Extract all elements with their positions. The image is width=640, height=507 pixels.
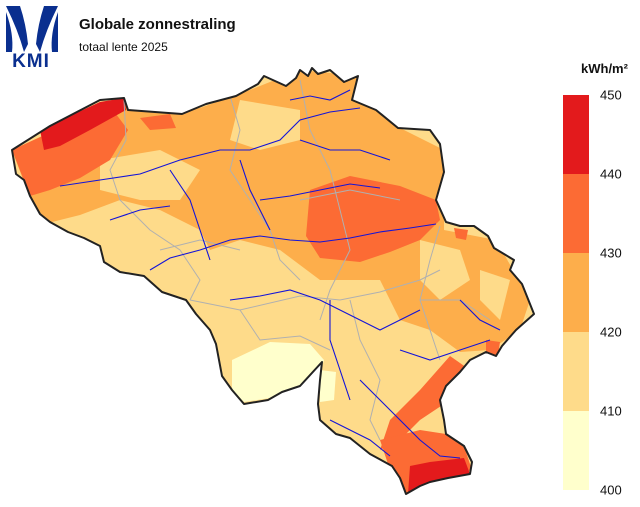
province-borders bbox=[109, 79, 491, 441]
map-title: Globale zonnestraling bbox=[79, 16, 236, 33]
legend-class-420-430 bbox=[563, 253, 589, 332]
legend-tick-label: 400 bbox=[600, 482, 622, 498]
legend-tick-label: 410 bbox=[600, 403, 622, 419]
logo-text: KMI bbox=[12, 51, 50, 72]
legend-tick-label: 430 bbox=[600, 245, 622, 261]
legend-class-400-410 bbox=[563, 411, 589, 490]
kmi-logo bbox=[4, 4, 60, 72]
rivers bbox=[59, 89, 501, 459]
country-border bbox=[11, 67, 535, 495]
map-subtitle: totaal lente 2025 bbox=[79, 40, 168, 54]
radiation-field bbox=[12, 68, 534, 494]
legend-class-440-450 bbox=[563, 95, 589, 174]
kmi-logo-mark bbox=[6, 6, 58, 52]
legend-tick-label: 440 bbox=[600, 166, 622, 182]
legend-color-bar bbox=[563, 95, 589, 490]
legend-unit: kWh/m² bbox=[581, 61, 628, 76]
legend-class-430-440 bbox=[563, 174, 589, 253]
legend-class-410-420 bbox=[563, 332, 589, 411]
legend-tick-label: 420 bbox=[600, 324, 622, 340]
legend-tick-label: 450 bbox=[600, 87, 622, 103]
